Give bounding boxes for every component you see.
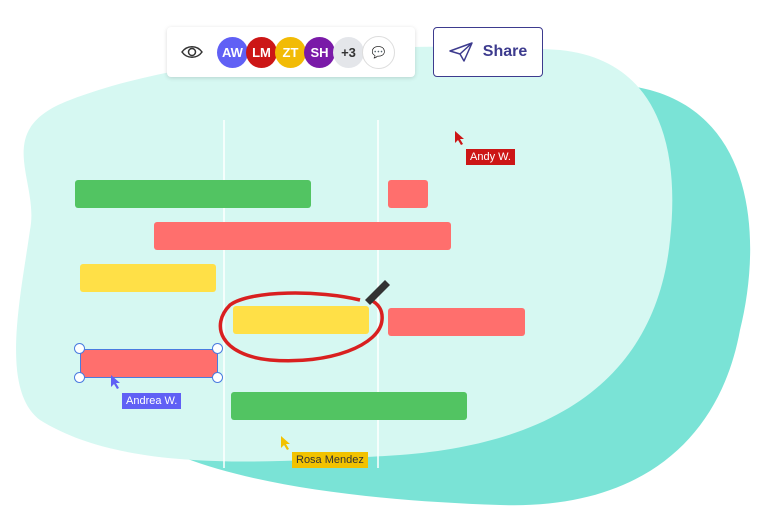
- task-bar[interactable]: [388, 180, 428, 208]
- task-bar-selected[interactable]: [80, 349, 218, 378]
- collaborators-toolbar: AW LM ZT SH +3 💬: [167, 27, 415, 77]
- task-bar[interactable]: [154, 222, 451, 250]
- eye-icon[interactable]: [181, 45, 203, 59]
- resize-handle[interactable]: [212, 343, 223, 354]
- comment-icon[interactable]: 💬: [362, 35, 395, 69]
- pen-icon: [365, 280, 390, 305]
- cursor-icon: [455, 131, 464, 145]
- resize-handle[interactable]: [74, 372, 85, 383]
- cursor-label-andrea: Andrea W.: [122, 393, 182, 409]
- cursor-label-andy: Andy W.: [466, 149, 515, 165]
- task-bar-highlighted[interactable]: [233, 306, 369, 334]
- cursor-icon: [111, 375, 120, 389]
- avatar[interactable]: AW: [217, 36, 248, 68]
- resize-handle[interactable]: [212, 372, 223, 383]
- share-button[interactable]: Share: [433, 27, 543, 77]
- resize-handle[interactable]: [74, 343, 85, 354]
- avatar[interactable]: SH: [304, 36, 335, 68]
- task-bar[interactable]: [231, 392, 467, 420]
- avatar[interactable]: LM: [246, 36, 277, 68]
- share-label: Share: [482, 43, 528, 60]
- task-bar[interactable]: [75, 180, 311, 208]
- send-icon: [449, 42, 473, 62]
- cursor-label-rosa: Rosa Mendez: [292, 452, 368, 468]
- avatar[interactable]: ZT: [275, 36, 306, 68]
- more-collaborators[interactable]: +3: [333, 36, 364, 68]
- annotation-circle: [218, 280, 390, 363]
- cursor-icon: [281, 436, 290, 450]
- task-bar[interactable]: [388, 308, 525, 336]
- task-bar[interactable]: [80, 264, 216, 292]
